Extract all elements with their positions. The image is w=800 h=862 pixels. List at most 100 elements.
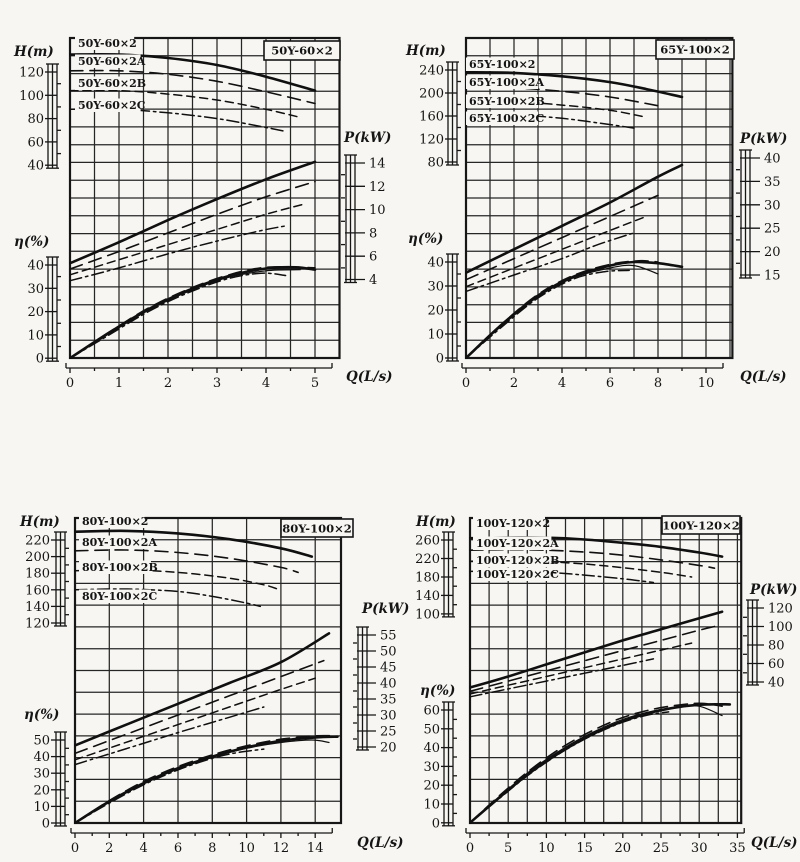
legend-item: 50Y-60×2C — [75, 98, 146, 112]
pump-chart-panel-2: 220200180160140120H(m)5550454035302520P(… — [19, 514, 409, 856]
head-tick-label: 140 — [25, 600, 50, 615]
flow-tick-label: 2 — [164, 376, 172, 391]
efficiency-tick-label: 0 — [436, 352, 444, 367]
head-tick-label: 80 — [27, 112, 44, 127]
head-tick-label: 260 — [415, 534, 440, 549]
legend-item: 65Y-100×2A — [466, 75, 544, 89]
flow-tick-label: 12 — [273, 841, 290, 856]
power-curves — [469, 610, 724, 698]
model-box: 65Y-100×2 — [655, 39, 735, 60]
head-curve-1 — [69, 69, 316, 105]
head-tick-label: 200 — [25, 550, 50, 565]
flow-tick-label: 0 — [66, 376, 74, 391]
head-tick-label: 160 — [25, 583, 50, 598]
flow-tick-label: 2 — [510, 376, 518, 391]
efficiency-tick-label: 40 — [423, 741, 440, 756]
flow-tick-label: 3 — [213, 376, 221, 391]
plot-frame — [468, 516, 743, 825]
efficiency-curves — [74, 734, 339, 824]
flow-tick-label: 10 — [698, 376, 715, 391]
head-tick-label: 100 — [19, 89, 44, 104]
grid — [75, 518, 341, 823]
legend-label: 65Y-100×2A — [469, 76, 544, 89]
legend-label: 100Y-120×2A — [476, 537, 559, 550]
flow-axis: 0 2 4 6 8 10 12 14 — [70, 828, 333, 856]
flow-axis: 0 2 4 6 8 10 — [461, 363, 724, 391]
legend-item: 65Y-100×2B — [466, 94, 545, 108]
power-curve-1 — [469, 625, 716, 693]
power-curves — [465, 163, 684, 293]
efficiency-tick-label: 10 — [33, 800, 50, 815]
flow-tick-label: 0 — [71, 841, 79, 856]
head-tick-label: 200 — [419, 87, 444, 102]
efficiency-tick-label: 20 — [27, 305, 44, 320]
efficiency-curves — [465, 259, 684, 359]
power-tick-label: 12 — [369, 180, 386, 195]
model-box-label: 65Y-100×2 — [660, 43, 729, 57]
efficiency-curve-3 — [469, 711, 670, 824]
power-curve-0 — [465, 163, 684, 274]
efficiency-curve-1 — [74, 734, 337, 824]
power-curve-2 — [469, 642, 693, 695]
model-box: 100Y-120×2 — [661, 515, 741, 535]
flow-tick-label: 35 — [729, 841, 746, 856]
head-tick-label: 160 — [419, 110, 444, 125]
power-tick-label: 20 — [380, 741, 397, 756]
power-tick-label: 100 — [768, 620, 793, 635]
flow-tick-label: 8 — [654, 376, 662, 391]
legend-item: 80Y-100×2A — [79, 535, 157, 549]
head-curve-1 — [74, 549, 299, 574]
flow-axis-label: Q(L/s) — [346, 369, 393, 385]
legend-label: 65Y-100×2B — [469, 95, 545, 108]
grid — [470, 518, 742, 823]
efficiency-tick-label: 20 — [423, 779, 440, 794]
legend-item: 100Y-120×2A — [473, 536, 559, 550]
power-curve-1 — [74, 659, 325, 755]
power-tick-label: 40 — [764, 152, 781, 167]
flow-tick-label: 0 — [466, 841, 474, 856]
legend-label: 80Y-100×2A — [82, 536, 157, 549]
flow-tick-label: 6 — [174, 841, 182, 856]
power-tick-label: 4 — [369, 273, 377, 288]
power-tick-label: 20 — [764, 245, 781, 260]
legend-label: 80Y-100×2 — [82, 515, 148, 528]
efficiency-tick-label: 50 — [33, 734, 50, 749]
legend-item: 80Y-100×2C — [79, 589, 157, 603]
head-tick-label: 180 — [415, 571, 440, 586]
head-tick-label: 80 — [427, 156, 444, 171]
legend-item: 50Y-60×2 — [75, 36, 137, 50]
power-tick-label: 6 — [369, 250, 377, 265]
efficiency-tick-label: 40 — [427, 256, 444, 271]
model-box-label: 50Y-60×2 — [271, 44, 332, 58]
power-axis-label: P(kW) — [361, 601, 409, 617]
plot-frame — [68, 36, 341, 360]
head-scale-bar: 260 220 180 140 100 — [415, 531, 457, 622]
flow-axis-label: Q(L/s) — [751, 835, 798, 851]
pump-chart-panel-0: 120100806040H(m)141210864P(kW)403020100η… — [13, 36, 393, 391]
flow-tick-label: 1 — [115, 376, 123, 391]
plot-frame — [464, 36, 734, 360]
head-tick-label: 180 — [25, 567, 50, 582]
power-curve-1 — [465, 194, 659, 281]
power-tick-label: 25 — [380, 725, 397, 740]
power-curve-1 — [69, 180, 316, 270]
efficiency-tick-label: 20 — [427, 304, 444, 319]
flow-tick-label: 4 — [262, 376, 270, 391]
efficiency-axis-label: η(%) — [14, 234, 49, 250]
head-curve-2 — [69, 89, 302, 119]
legend-label: 50Y-60×2B — [78, 77, 146, 90]
flow-axis: 0 5 10 15 20 25 30 35 — [465, 828, 746, 856]
efficiency-tick-label: 20 — [33, 783, 50, 798]
flow-tick-label: 5 — [311, 376, 319, 391]
legend-item: 50Y-60×2B — [75, 76, 146, 90]
power-tick-label: 55 — [380, 629, 397, 644]
power-tick-label: 50 — [380, 645, 397, 660]
head-curve-0 — [74, 529, 314, 558]
legend-item: 100Y-120×2C — [473, 567, 559, 581]
flow-axis-label: Q(L/s) — [740, 369, 787, 385]
efficiency-tick-label: 0 — [36, 352, 44, 367]
legend-label: 80Y-100×2C — [82, 590, 157, 603]
power-curves — [69, 160, 317, 282]
